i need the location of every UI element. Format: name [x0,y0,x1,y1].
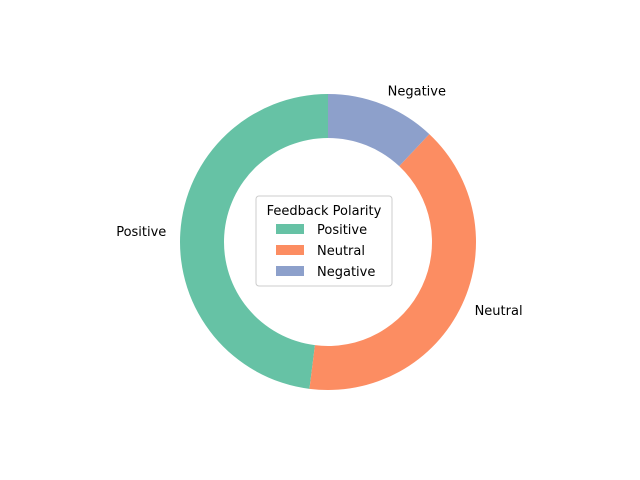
slice-label-neutral: Neutral [475,304,523,319]
legend-title: Feedback Polarity [267,204,382,219]
slice-negative [328,94,430,167]
slice-labels-group: Positive Neutral Negative [116,84,522,319]
slice-label-negative: Negative [388,84,446,99]
legend-label-negative: Negative [317,265,375,280]
legend-swatch-positive [276,224,304,234]
legend-frame [255,195,393,287]
legend-label-neutral: Neutral [317,244,365,259]
slices-group [179,94,476,391]
legend-swatch-negative [276,266,304,276]
slice-neutral [309,134,476,391]
slice-label-positive: Positive [116,225,166,240]
legend-swatch-neutral [276,245,304,255]
legend-entries: Positive Neutral Negative [276,223,375,280]
slice-positive [179,94,328,389]
legend-label-positive: Positive [317,223,367,238]
legend: Feedback Polarity Positive Neutral Negativ… [255,195,393,287]
